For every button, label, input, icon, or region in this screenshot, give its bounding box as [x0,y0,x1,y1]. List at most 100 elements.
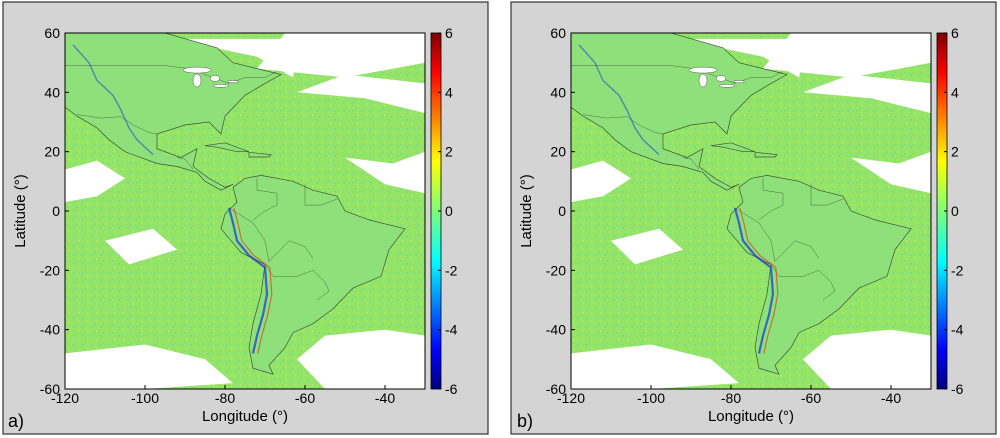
no-data-region [851,151,931,194]
no-data-region [257,33,425,78]
country-border [758,178,784,221]
country-border [264,264,330,301]
country-border [76,114,158,135]
no-data-region [803,329,931,389]
colorbar-tick-label: -4 [951,322,964,338]
land-outline [248,151,272,158]
country-border [682,157,700,170]
colorbar-tick-label: -6 [445,381,458,397]
lake [209,75,220,82]
colorbar-tick-label: 4 [445,84,453,100]
x-tick-label: -60 [801,390,821,406]
map-area [65,33,425,389]
lake [688,66,718,74]
andes-signal [227,207,269,354]
y-tick-label: -40 [40,322,60,338]
x-tick-label: -60 [295,390,315,406]
no-data-region [145,38,297,78]
land-outline [65,33,282,191]
land-outline [571,33,788,191]
lake [698,73,708,88]
andes-signal [739,207,779,354]
y-tick-label: -20 [40,262,60,278]
land-outline [754,151,778,158]
lake [182,66,212,74]
colorbar-tick-label: 6 [445,25,453,41]
land-outline [204,142,250,153]
colorbar-tick-label: -2 [445,262,458,278]
lake [716,75,727,82]
map-area [571,33,931,389]
lake [227,80,239,84]
no-data-region [297,329,425,389]
chart-panel: -120 -100 -80 -60 -406040200-20-40-60Longitu… [2,1,489,435]
country-border [810,184,844,206]
no-data-region [65,160,125,203]
rockies-signal [72,44,154,156]
country-border [268,240,314,262]
no-data-region [345,151,425,194]
land-outline [710,142,756,153]
colorbar-tick-label: 6 [951,25,959,41]
no-data-region [611,228,683,265]
no-data-region [571,160,631,203]
colorbar-tick-label: 4 [951,84,959,100]
x-tick-label: -100 [637,390,665,406]
country-border [304,184,338,206]
x-tick-label: -40 [881,390,901,406]
country-border [770,264,836,301]
y-tick-label: -40 [546,322,566,338]
x-tick-label: -80 [721,390,741,406]
x-tick-label: -100 [131,390,159,406]
no-data-region [651,38,803,78]
country-border [582,114,664,135]
x-axis-label: Longitude (°) [202,408,288,425]
country-border [228,207,270,262]
colorbar-tick-label: -6 [951,381,964,397]
colorbar-tick-label: 0 [951,203,959,219]
y-tick-label: -60 [546,381,566,397]
y-tick-label: 0 [558,203,566,219]
country-border [252,178,278,221]
colorbar-tick-label: 0 [445,203,453,219]
no-data-region [763,33,931,78]
no-data-region [65,344,233,389]
y-tick-label: 60 [550,25,566,41]
y-axis-label: Latitude (°) [12,174,29,248]
y-tick-label: 0 [52,203,60,219]
chart-panel: -120 -100 -80 -60 -406040200-20-40-60Longitu… [510,1,997,435]
y-tick-label: -20 [546,262,566,278]
colorbar-tick-label: 2 [951,144,959,160]
rockies-signal [578,44,660,156]
lake [192,73,202,88]
andes-signal [733,207,775,354]
country-border [734,207,776,262]
x-tick-label: -80 [215,390,235,406]
lake [733,80,745,84]
y-tick-label: 20 [550,144,566,160]
x-tick-label: -120 [51,390,79,406]
no-data-region [105,228,177,265]
panel-label: a) [8,411,24,431]
andes-signal [233,207,273,354]
x-tick-label: -120 [557,390,585,406]
x-axis-label: Longitude (°) [708,408,794,425]
colorbar-tick-label: -2 [951,262,964,278]
no-data-region [571,344,739,389]
colorbar-tick-label: -4 [445,322,458,338]
country-border [176,157,194,170]
colorbar-tick-label: 2 [445,144,453,160]
y-tick-label: 40 [44,84,60,100]
country-border [65,65,278,84]
y-tick-label: 60 [44,25,60,41]
y-tick-label: -60 [40,381,60,397]
no-data-region [803,74,931,114]
lake [212,84,230,88]
y-axis-label: Latitude (°) [518,174,535,248]
country-border [571,65,784,84]
y-tick-label: 20 [44,144,60,160]
country-border [774,240,820,262]
x-tick-label: -40 [375,390,395,406]
y-tick-label: 40 [550,84,566,100]
